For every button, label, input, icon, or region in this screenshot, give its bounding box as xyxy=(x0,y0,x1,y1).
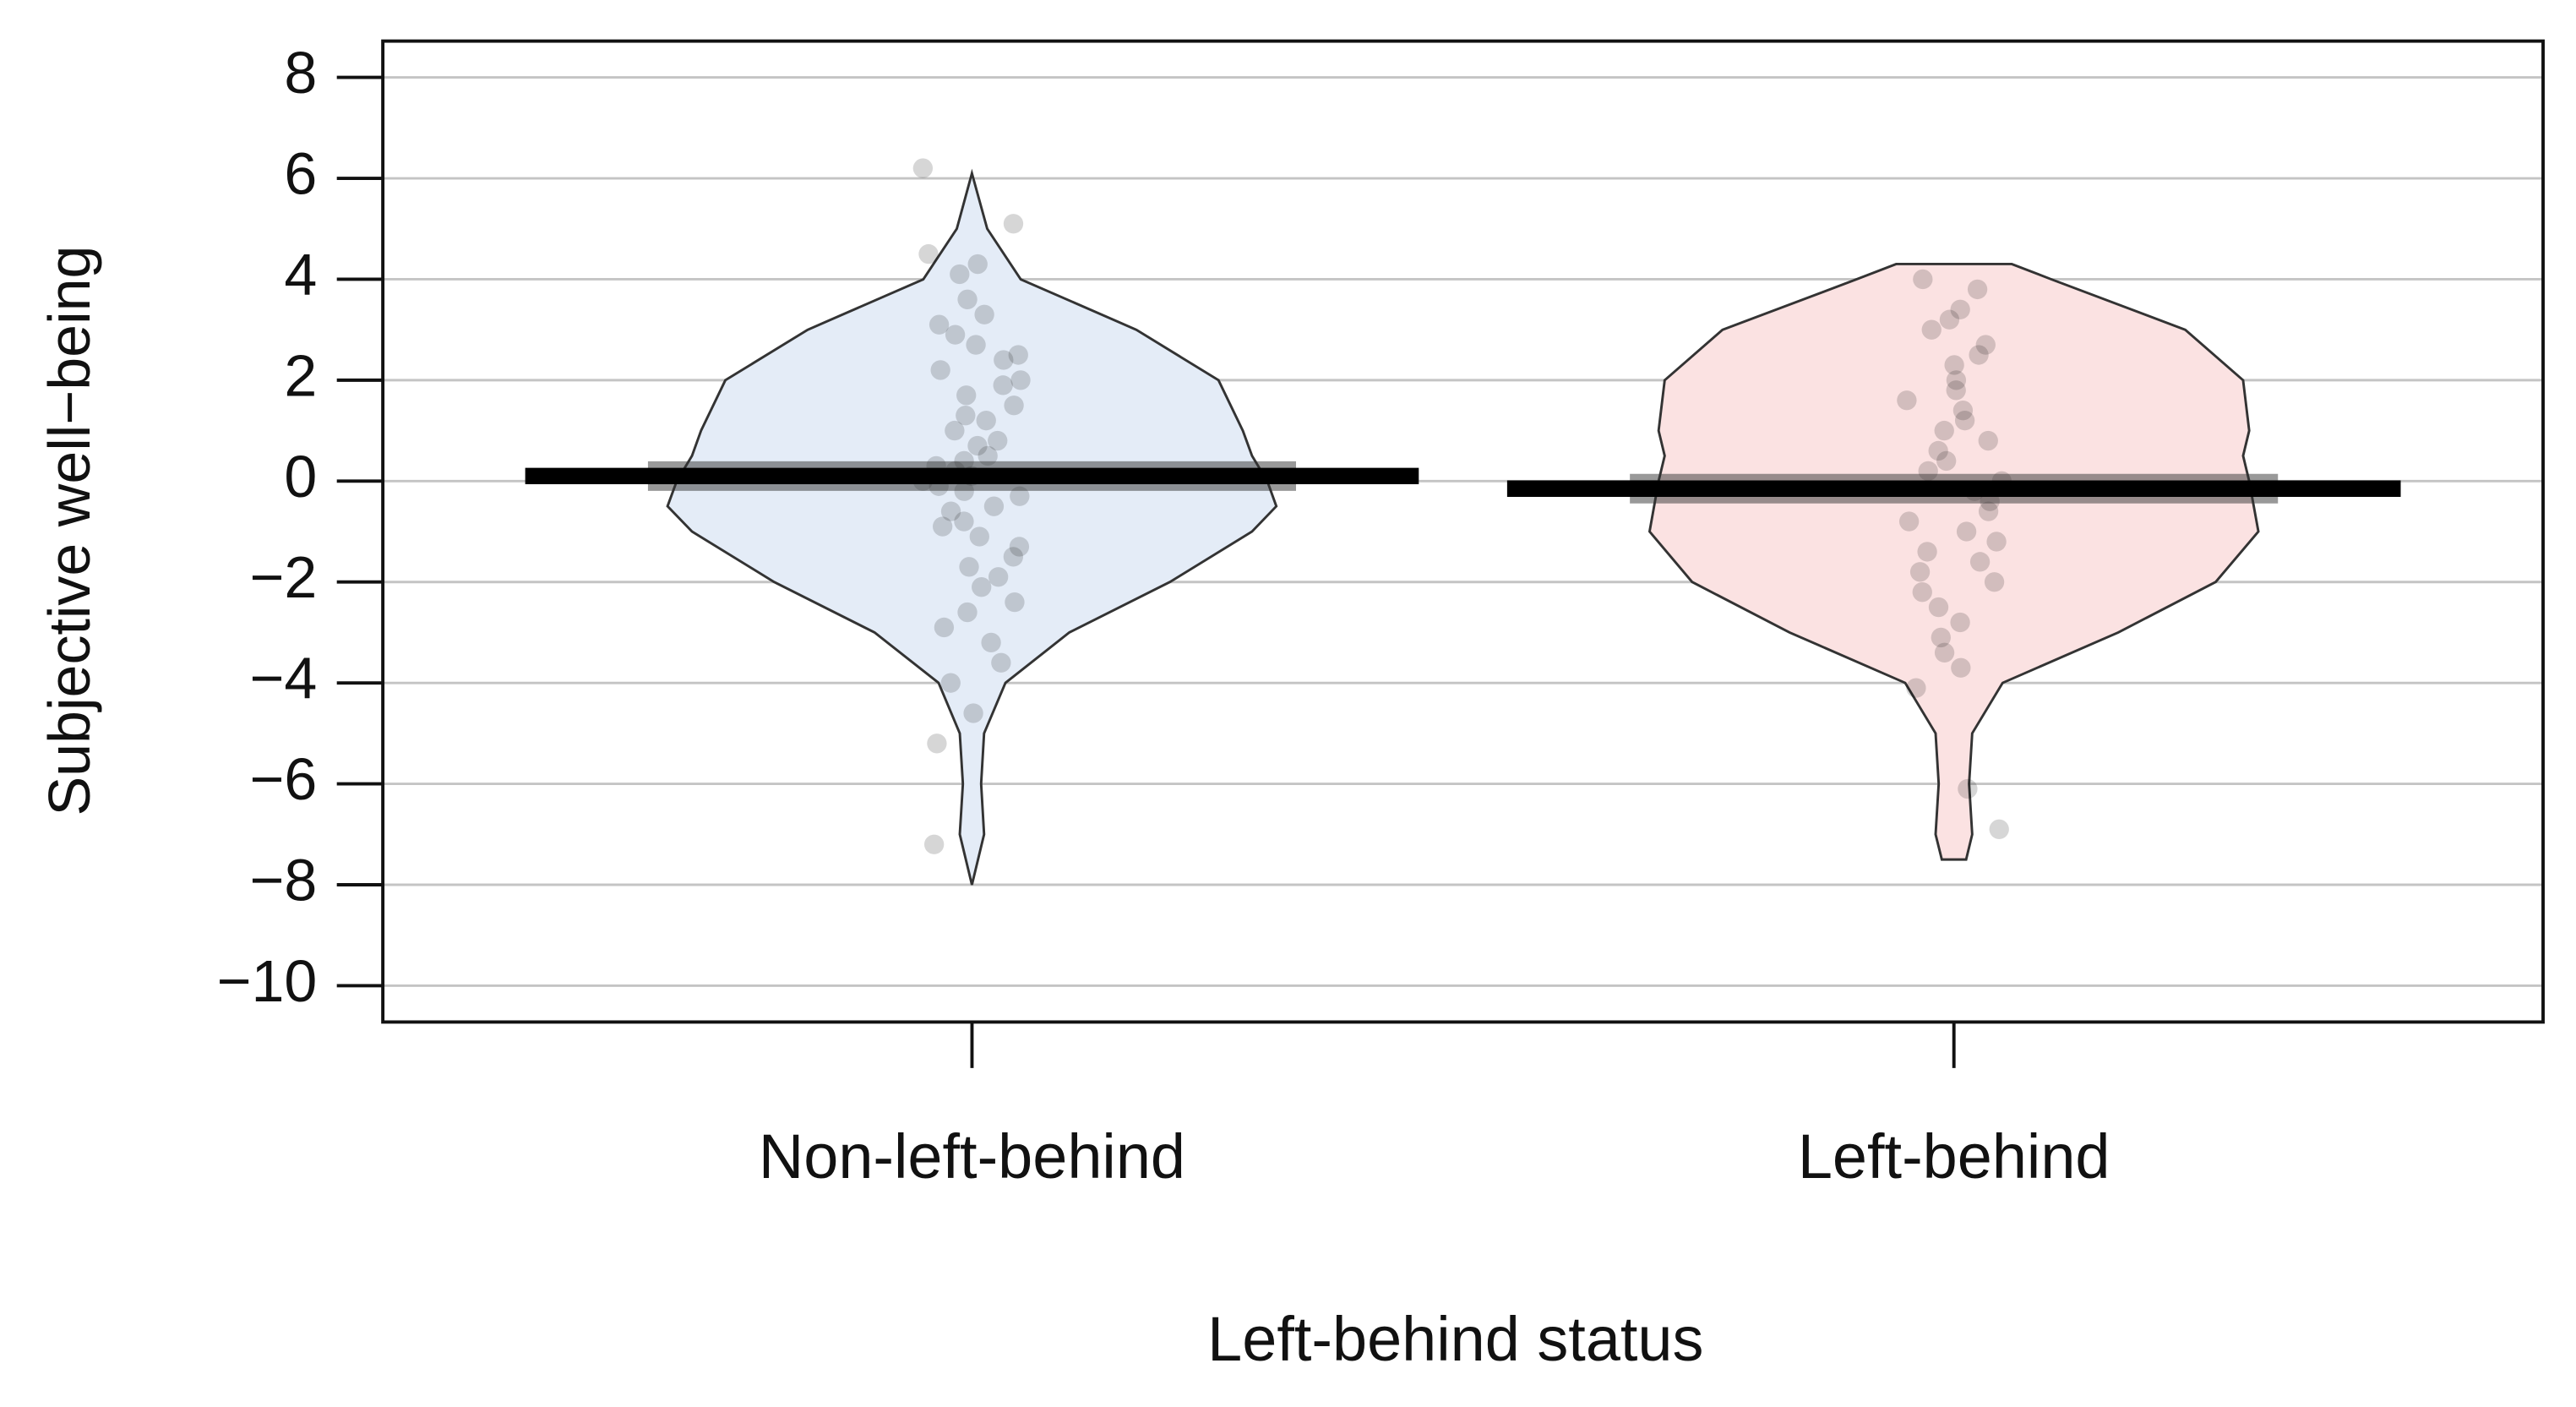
data-point xyxy=(934,617,955,638)
data-point xyxy=(1010,486,1030,506)
data-point xyxy=(1956,521,1977,542)
data-point xyxy=(976,410,996,431)
data-point xyxy=(1913,269,1933,290)
data-point xyxy=(978,445,998,466)
y-tick-label: −8 xyxy=(250,847,318,913)
plot-frame xyxy=(381,39,2545,1024)
data-point xyxy=(1003,547,1024,567)
data-point xyxy=(1936,450,1957,472)
data-point xyxy=(1946,370,1967,390)
data-point xyxy=(981,632,1001,653)
data-point xyxy=(1967,279,1988,300)
data-point xyxy=(1975,335,1996,355)
data-point xyxy=(1989,819,2009,839)
data-point xyxy=(974,304,994,324)
violin xyxy=(1647,263,2260,861)
data-point xyxy=(963,703,983,723)
data-point xyxy=(1917,542,1937,562)
y-tick-label: −4 xyxy=(250,646,318,712)
data-point xyxy=(1909,562,1931,582)
data-point xyxy=(1934,642,1955,663)
y-tick-label: 8 xyxy=(284,40,317,106)
data-point xyxy=(945,420,965,441)
data-point xyxy=(957,289,978,310)
data-point xyxy=(1951,657,1971,678)
data-point xyxy=(1946,380,1966,401)
data-point xyxy=(954,511,974,532)
data-point xyxy=(956,406,976,426)
data-point xyxy=(1912,582,1932,603)
data-point xyxy=(967,435,988,456)
data-point xyxy=(923,834,945,854)
data-point xyxy=(1009,537,1030,557)
data-point xyxy=(993,375,1013,395)
y-tick-label: 2 xyxy=(284,342,317,408)
data-point xyxy=(959,557,979,577)
x-tick-label: Non-left-behind xyxy=(759,1121,1185,1192)
data-point xyxy=(956,385,977,406)
data-point xyxy=(1898,511,1920,532)
y-tick-label: 0 xyxy=(284,444,317,510)
data-point xyxy=(1004,395,1024,416)
data-point xyxy=(1928,440,1948,461)
y-tick-label: −10 xyxy=(217,948,318,1014)
y-tick-label: 6 xyxy=(284,141,317,207)
data-point xyxy=(1969,345,1989,365)
data-point xyxy=(1931,627,1951,648)
data-point xyxy=(967,254,988,275)
y-tick-label: −2 xyxy=(250,544,318,610)
data-point xyxy=(1952,401,1974,421)
data-point xyxy=(1008,345,1028,365)
data-point xyxy=(972,577,992,597)
data-point xyxy=(940,501,961,521)
x-tick-label: Left-behind xyxy=(1798,1121,2110,1192)
data-point xyxy=(927,733,947,754)
x-axis-label: Left-behind status xyxy=(1207,1304,1703,1374)
y-tick-label: −6 xyxy=(250,746,318,812)
data-point xyxy=(1939,309,1960,330)
data-point xyxy=(1010,370,1031,390)
data-point xyxy=(1944,355,1964,375)
data-point xyxy=(1934,420,1954,441)
data-point xyxy=(1005,592,1025,613)
data-point xyxy=(912,158,934,178)
data-point xyxy=(929,314,950,335)
data-point xyxy=(1906,678,1926,698)
data-point xyxy=(991,652,1011,673)
data-point xyxy=(1897,390,1917,411)
data-point xyxy=(966,335,986,355)
data-point xyxy=(1921,319,1942,340)
data-point xyxy=(988,430,1008,451)
data-point xyxy=(983,496,1005,516)
data-point xyxy=(1969,552,1991,572)
data-point xyxy=(930,360,950,380)
data-point xyxy=(945,324,966,345)
data-point xyxy=(1950,612,1970,633)
y-axis-label: Subjective well−being xyxy=(36,246,102,816)
y-tick-label: 4 xyxy=(284,242,317,308)
data-point xyxy=(957,602,978,623)
data-point xyxy=(940,673,961,693)
data-point xyxy=(1928,597,1949,618)
data-point xyxy=(950,264,970,285)
data-point xyxy=(994,350,1014,370)
data-point xyxy=(1978,430,1998,451)
data-point xyxy=(1978,501,1999,521)
data-point xyxy=(1986,532,2007,552)
data-point xyxy=(933,516,953,537)
data-point xyxy=(1954,410,1975,431)
data-point xyxy=(1003,214,1024,234)
data-point xyxy=(969,526,989,547)
data-point xyxy=(918,243,939,264)
data-point xyxy=(1950,299,1970,319)
data-point xyxy=(1958,778,1978,799)
violin xyxy=(666,168,1278,886)
data-point xyxy=(1984,572,2005,592)
data-point xyxy=(988,567,1009,587)
